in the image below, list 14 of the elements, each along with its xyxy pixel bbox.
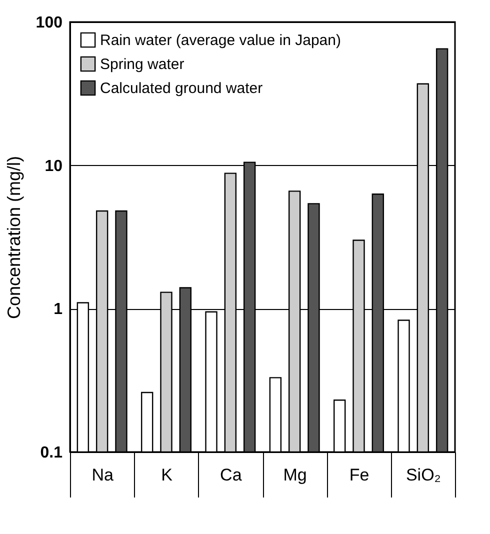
x-tick-label: Ca <box>220 466 242 484</box>
x-tick-label: Na <box>92 466 114 484</box>
x-tick-label: Mg <box>283 466 307 484</box>
legend-label: Spring water <box>100 56 184 73</box>
y-tick-label: 10 <box>44 158 63 175</box>
y-tick-label: 0.1 <box>40 444 63 462</box>
y-tick-label: 100 <box>36 14 63 32</box>
legend-label: Rain water (average value in Japan) <box>100 32 341 49</box>
x-tick-label: Fe <box>349 466 370 484</box>
y-axis-title: Concentration (mg/l) <box>4 156 24 320</box>
y-tick-label: 1 <box>54 301 63 318</box>
x-tick-label: SiO₂ <box>406 466 441 484</box>
legend-label: Calculated ground water <box>100 80 263 97</box>
x-tick-label: K <box>161 466 174 484</box>
